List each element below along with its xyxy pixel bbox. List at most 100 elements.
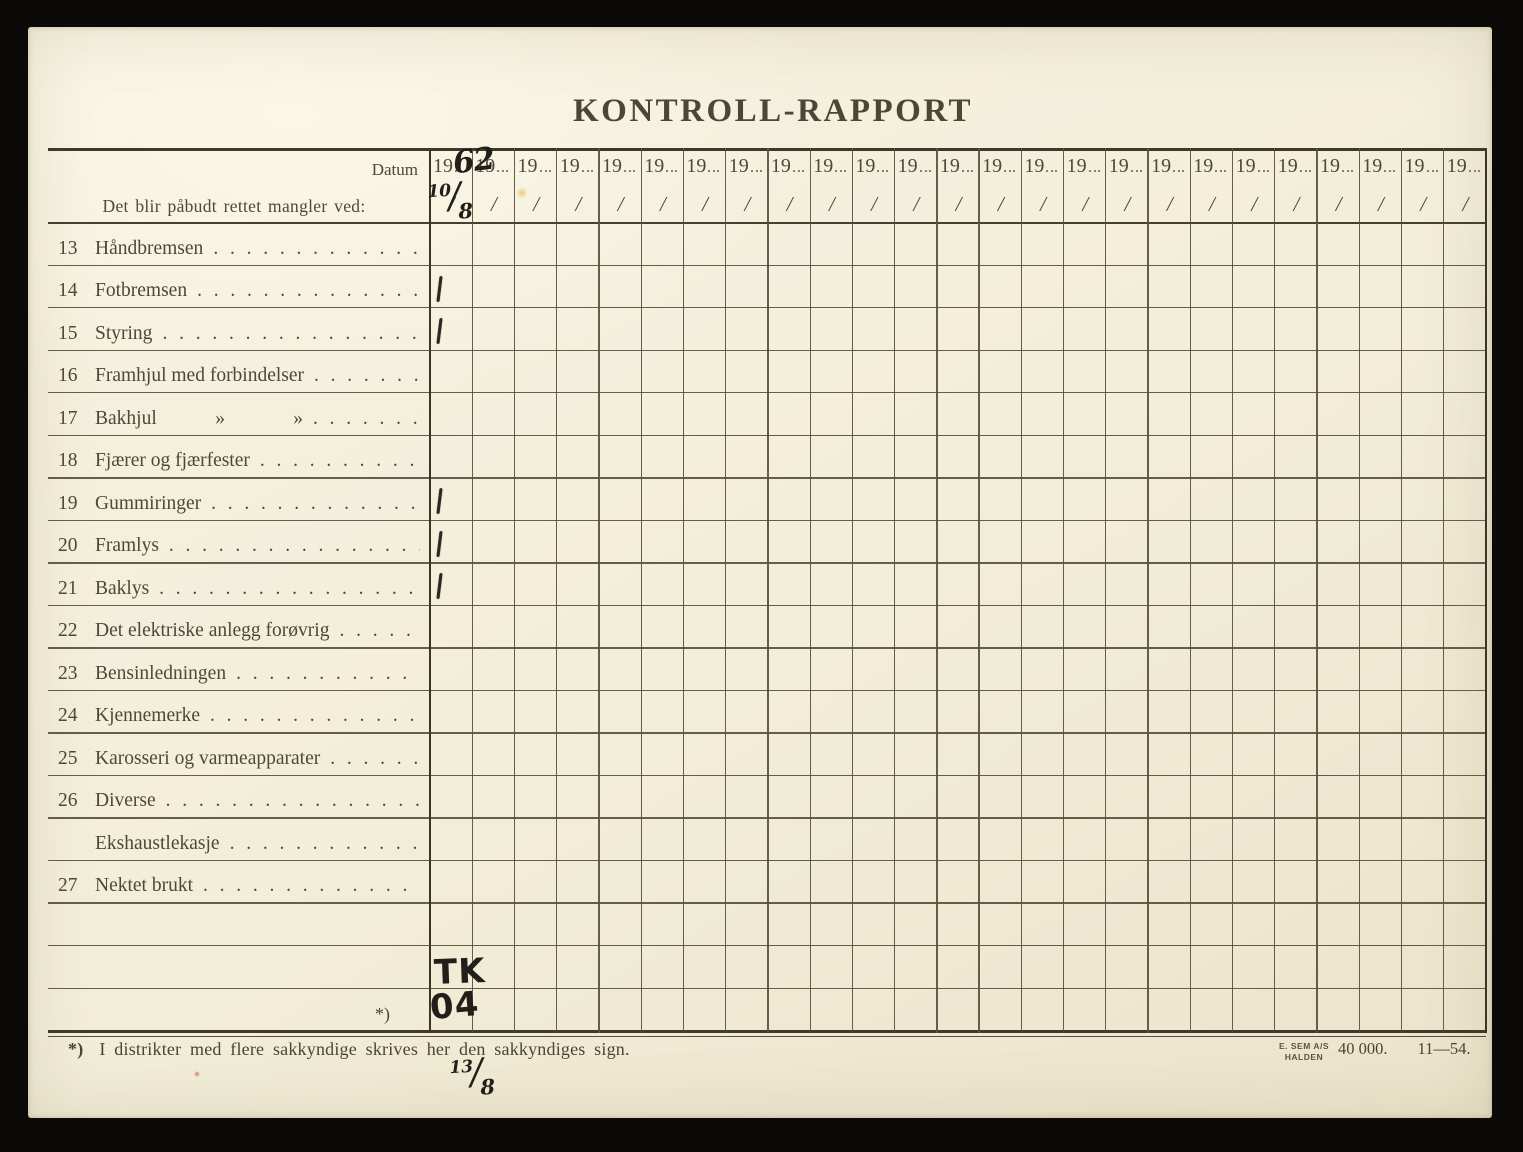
item-label: Diverse [95,790,156,812]
date-slash: / [533,192,540,216]
date-header-cell: 19 / [1021,148,1063,222]
item-row: 13 Håndbremsen . . . . . . . . . . . . . .… [48,222,420,265]
handwritten-date-bottom: 13/8 [448,1051,496,1100]
date-slash: / [1124,192,1131,216]
column-rule [556,148,558,1033]
year-prefix-text: 19 [728,155,749,177]
date-header-cell: 19 / [979,148,1021,222]
table-bottom-rule [48,1030,1486,1033]
dotted-leader: . . . . . . . . . . . . . . . . . . . . … [339,620,420,642]
date-header-cell: 19 / [1359,148,1401,222]
date-header-cell: 19 / [937,148,979,222]
item-number: 16 [58,365,78,387]
item-number: 20 [58,535,78,557]
handwritten-tick [436,275,443,302]
row-rule [48,477,1486,479]
year-dotted-line [1088,156,1100,172]
year-prefix-text: 19 [1151,155,1172,177]
column-rule [1105,148,1107,1033]
handwritten-tick [436,573,443,600]
year-prefix: 19 [1447,155,1480,178]
row-rule [48,349,1486,351]
item-label: Det elektriske anlegg forøvrig [95,620,330,642]
row-rule [48,562,1486,564]
row-rule [48,689,1486,692]
year-prefix: 19 [1362,155,1396,178]
column-rule [1189,148,1191,1033]
column-rule [1147,148,1149,1033]
year-dotted-line [1130,156,1142,172]
item-row [48,945,420,988]
dotted-leader: . . . . . . . . . . . . . . . . . . . . … [236,662,420,684]
date-header-cell: 19 / [472,148,514,222]
date-header-cell: 19 / [1317,148,1359,222]
year-dotted-line [1046,156,1058,172]
year-prefix: 19 [475,155,509,178]
date-slash: / [828,192,835,216]
column-rule [767,148,769,1033]
paper-stain [194,1071,200,1077]
row-rule [48,859,1486,862]
item-row: 23 Bensinledningen . . . . . . . . . . . .… [48,647,420,690]
item-row: 27 Nektet brukt . . . . . . . . . . . . . … [48,860,420,903]
item-number: 19 [58,492,78,514]
year-dotted-line [666,156,678,172]
date-slash: / [1420,192,1427,216]
item-row: 20 Framlys . . . . . . . . . . . . . . . .… [48,520,420,563]
date-slash: / [744,192,751,216]
row-rule [48,392,1486,394]
column-rule [640,148,642,1033]
year-prefix: 19 [855,155,889,178]
item-row: 16 Framhjul med forbindelser . . . . . . .… [48,350,420,393]
date-header-cell: 19 / [1190,148,1232,222]
paper-stain [516,187,528,199]
handwritten-month: 8 [457,197,474,224]
year-prefix-text: 19 [602,155,622,177]
item-row: 21 Baklys . . . . . . . . . . . . . . . . … [48,562,420,605]
year-dotted-line [1173,156,1185,172]
item-row: 15 Styring . . . . . . . . . . . . . . . .… [48,307,420,350]
year-prefix: 19 [729,155,762,178]
imprint-line1: E. SEM A/S [1278,1041,1330,1051]
year-dotted-line [1384,156,1396,172]
date-header-cell: 19 / [430,148,472,222]
column-rule [1231,148,1234,1033]
item-row: 19 Gummiringer . . . . . . . . . . . . . .… [48,477,420,520]
year-dotted-line [708,156,720,172]
paper-sheet: KONTROLL-RAPPORT Datum Det blir påbudt r… [28,27,1492,1118]
imprint-line2: HALDEN [1284,1051,1324,1062]
year-prefix: 19 [1024,155,1058,178]
year-prefix: 19 [560,155,593,178]
date-slash: / [1335,192,1342,216]
item-number: 26 [58,790,78,812]
imprint-datecode: 11—54. [1417,1039,1471,1058]
column-rule [1020,148,1023,1033]
item-row: 24 Kjennemerke . . . . . . . . . . . . . .… [48,690,420,733]
footnote: *) I distrikter med flere sakkyndige skri… [68,1039,630,1060]
item-label: Bensinledningen [95,662,227,684]
year-prefix-text: 19 [1235,155,1256,177]
column-rule [428,148,432,1033]
imprint-numbers: 40 000. 11—54. [1338,1039,1471,1059]
date-header-cell: 19 / [852,148,894,222]
year-prefix: 19 [518,155,551,178]
handwritten-date-header: 10/8 [427,172,474,231]
item-row: 26 Diverse . . . . . . . . . . . . . . . .… [48,775,420,818]
year-dotted-line [1342,156,1353,172]
date-slash: / [786,192,793,216]
item-number: 22 [58,620,78,642]
year-prefix: 19 [813,155,847,178]
item-number: 17 [58,407,78,429]
dotted-leader: . . . . . . . . . . . . . . . . . . . . … [165,790,420,812]
column-rule [978,148,980,1033]
row-rule [48,987,1486,989]
year-prefix-text: 19 [1193,155,1214,177]
dotted-leader: . . . . . . . . . . . . . . . . . . . . … [211,492,420,514]
item-number: 14 [58,280,78,301]
table-bottom-rule2 [48,1036,1486,1038]
column-rule [1358,148,1360,1033]
year-prefix: 19 [644,155,678,178]
year-dotted-line [1215,156,1227,172]
year-prefix-text: 19 [770,155,791,177]
item-label: Kjennemerke [95,705,201,727]
